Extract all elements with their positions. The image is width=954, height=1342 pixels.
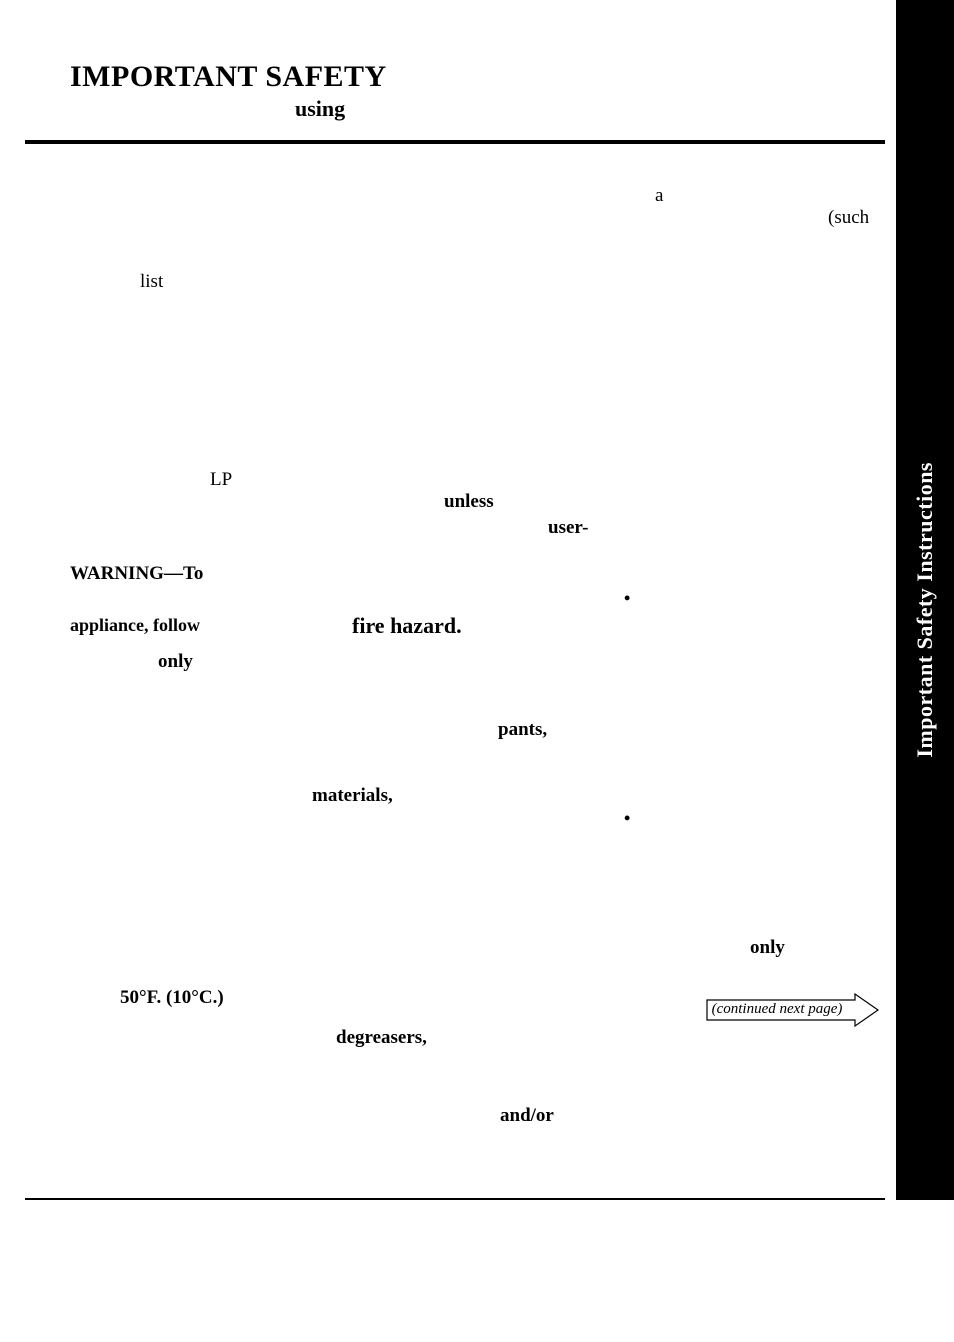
- page-title: IMPORTANT SAFETY: [70, 60, 890, 94]
- text-fragment: fire hazard.: [352, 612, 462, 641]
- text-fragment: only: [158, 650, 193, 675]
- text-fragment: LP: [210, 468, 232, 493]
- text-fragment: pants,: [498, 718, 547, 743]
- text-fragment: 50°F. (10°C.): [120, 986, 224, 1011]
- text-fragment: WARNING—To: [70, 562, 203, 587]
- page-container: Important Safety Instructions IMPORTANT …: [0, 0, 954, 1342]
- text-fragment: user-: [548, 516, 588, 541]
- text-fragment: materials,: [312, 784, 393, 809]
- sidebar-tab-label: Important Safety Instructions: [912, 462, 938, 758]
- header: IMPORTANT SAFETY using: [70, 60, 890, 122]
- text-fragment: only: [750, 936, 785, 961]
- text-fragment: unless: [444, 490, 494, 515]
- continued-next-page-callout: (continued next page): [705, 992, 880, 1028]
- bullet: •: [624, 808, 630, 829]
- page-subtitle: using: [295, 96, 890, 122]
- text-fragment: a: [655, 184, 663, 209]
- text-fragment: degreasers,: [336, 1026, 427, 1051]
- text-fragment: and/or: [500, 1104, 554, 1129]
- horizontal-rule-top: [25, 140, 885, 144]
- continued-text: (continued next page): [712, 1001, 843, 1017]
- sidebar-tab: Important Safety Instructions: [896, 420, 954, 800]
- text-fragment: (such: [828, 206, 869, 231]
- horizontal-rule-bottom: [25, 1198, 885, 1200]
- text-fragment: appliance, follow: [70, 614, 200, 637]
- bullet: •: [624, 588, 630, 609]
- text-fragment: list: [140, 270, 163, 295]
